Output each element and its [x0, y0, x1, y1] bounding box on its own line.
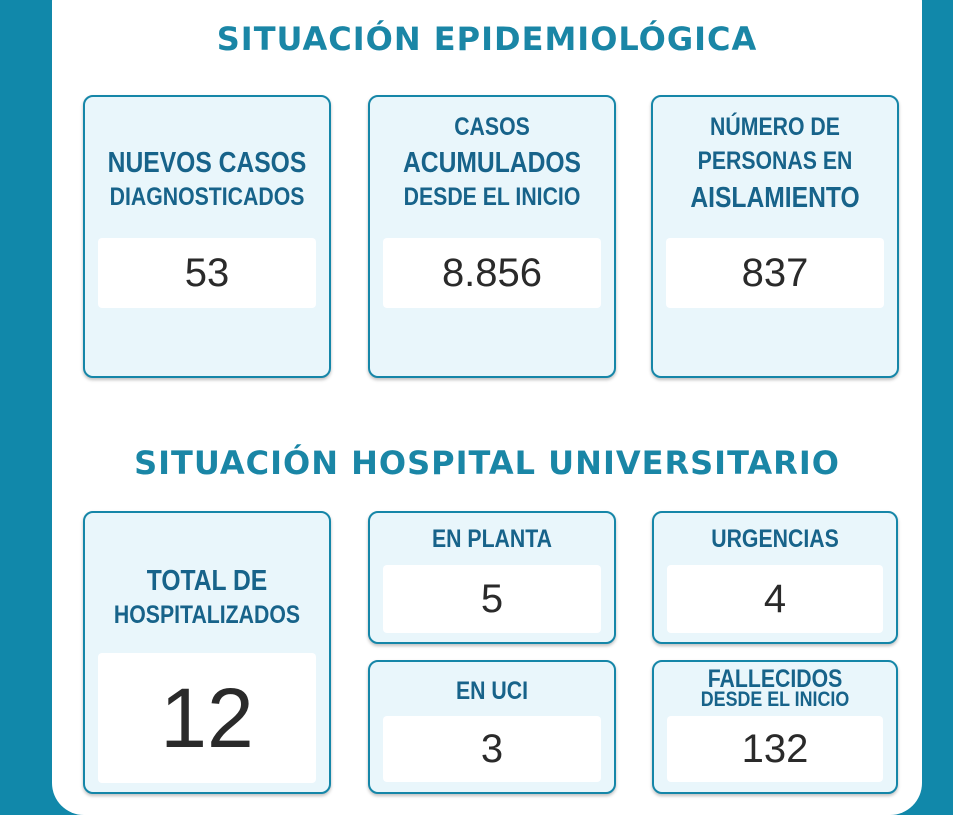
card-nuevos-casos: NUEVOS CASOS DIAGNOSTICADOS 53 — [83, 95, 331, 378]
card-label: EN PLANTA — [431, 525, 553, 553]
value-urgencias: 4 — [667, 565, 883, 633]
card-label-line: DESDE EL INICIO — [403, 183, 581, 211]
card-en-uci: EN UCI 3 — [368, 660, 616, 794]
card-aislamiento: NÚMERO DE PERSONAS EN AISLAMIENTO 837 — [651, 95, 899, 378]
card-label-line: PERSONAS EN — [697, 147, 853, 175]
value-total-hospitalizados: 12 — [98, 653, 316, 783]
card-label-line: NUEVOS CASOS — [107, 147, 307, 179]
value-aislamiento: 837 — [666, 238, 884, 308]
card-en-planta: EN PLANTA 5 — [368, 511, 616, 644]
card-label-line: DIAGNOSTICADOS — [109, 183, 305, 211]
card-label: URGENCIAS — [711, 525, 839, 553]
section-title-epidemiologica: SITUACIÓN EPIDEMIOLÓGICA — [216, 20, 758, 58]
card-label-line: DESDE EL INICIO — [700, 688, 850, 711]
card-fallecidos: FALLECIDOS DESDE EL INICIO 132 — [652, 660, 898, 794]
card-label: EN UCI — [455, 677, 529, 705]
card-label-line: NÚMERO DE — [710, 113, 840, 141]
value-en-planta: 5 — [383, 565, 601, 633]
card-label-line: TOTAL DE — [146, 565, 268, 597]
card-casos-acumulados: CASOS ACUMULADOS DESDE EL INICIO 8.856 — [368, 95, 616, 378]
value-casos-acumulados: 8.856 — [383, 238, 601, 308]
card-urgencias: URGENCIAS 4 — [652, 511, 898, 644]
card-label-line: FALLECIDOS — [707, 665, 843, 693]
value-fallecidos: 132 — [667, 716, 883, 782]
section-title-hospital: SITUACIÓN HOSPITAL UNIVERSITARIO — [134, 444, 840, 482]
card-label-line: ACUMULADOS — [402, 147, 582, 179]
value-en-uci: 3 — [383, 716, 601, 782]
value-nuevos-casos: 53 — [98, 238, 316, 308]
card-total-hospitalizados: TOTAL DE HOSPITALIZADOS 12 — [83, 511, 331, 794]
card-label-line: CASOS — [454, 113, 530, 141]
card-label-line: AISLAMIENTO — [690, 182, 860, 214]
card-label-line: HOSPITALIZADOS — [113, 601, 301, 629]
